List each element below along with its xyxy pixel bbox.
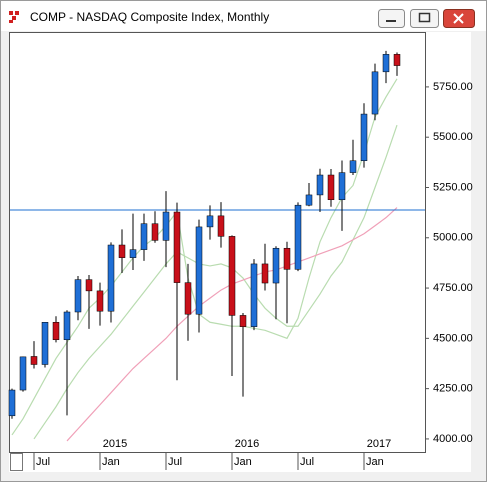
average-line [11, 78, 398, 436]
average-line [33, 124, 398, 440]
candle-body [96, 290, 104, 312]
candle-body [360, 113, 368, 161]
x-tick-label: Jul [300, 456, 314, 468]
year-label: 2017 [367, 438, 391, 450]
candle-body [41, 322, 49, 365]
year-label: 2016 [235, 438, 259, 450]
candle-body [129, 249, 137, 258]
candle-body [173, 211, 181, 283]
scroll-box[interactable] [10, 453, 23, 471]
maximize-button[interactable] [410, 9, 439, 28]
candle-body [195, 226, 203, 315]
close-button[interactable] [443, 9, 475, 28]
candle-body [52, 322, 60, 341]
chart-panel [9, 32, 471, 472]
candle-body [19, 356, 27, 391]
candle-body [283, 247, 291, 270]
x-tick-label: Jan [366, 456, 384, 468]
minimize-button[interactable] [378, 9, 405, 28]
candle-body [63, 311, 71, 341]
candle-body [74, 279, 82, 313]
x-tick-label: Jan [102, 456, 120, 468]
candle-body [393, 54, 401, 66]
candle-body [316, 174, 324, 196]
candle-body [30, 356, 38, 365]
x-tick-label: Jul [168, 456, 182, 468]
candle-body [272, 247, 280, 284]
candle-body [382, 54, 390, 73]
candle-body [371, 71, 379, 115]
candle-body [327, 174, 335, 201]
y-tick-label: 4500.00 [433, 332, 473, 344]
candle-body [206, 215, 214, 228]
candle-body [8, 389, 16, 417]
y-tick-label: 5250.00 [433, 181, 473, 193]
y-tick-label: 4250.00 [433, 383, 473, 395]
candle-body [184, 282, 192, 315]
candle-body [118, 244, 126, 258]
candle-body [140, 223, 148, 250]
y-tick-label: 5500.00 [433, 131, 473, 143]
year-label: 2015 [103, 438, 127, 450]
y-tick-label: 4750.00 [433, 282, 473, 294]
candle-body [107, 244, 115, 312]
candle-body [217, 215, 225, 237]
candle-body [162, 211, 170, 241]
x-tick-label: Jan [234, 456, 252, 468]
plot-frame [9, 32, 426, 453]
candle-body [305, 194, 313, 206]
candle-body [239, 315, 247, 327]
candle-body [250, 263, 258, 327]
candle-body [349, 160, 357, 173]
candle-body [261, 263, 269, 284]
candle-body [228, 236, 236, 316]
y-tick-label: 5000.00 [433, 232, 473, 244]
app-icon [9, 11, 19, 23]
candle-body [151, 223, 159, 241]
y-tick-label: 4000.00 [433, 433, 473, 445]
x-tick-label: Jul [36, 456, 50, 468]
candle-body [85, 279, 93, 292]
candle-body [294, 204, 302, 270]
y-tick-label: 5750.00 [433, 81, 473, 93]
window-title: COMP - NASDAQ Composite Index, Monthly [30, 10, 269, 24]
title-bar [1, 1, 486, 31]
candle-body [338, 172, 346, 201]
